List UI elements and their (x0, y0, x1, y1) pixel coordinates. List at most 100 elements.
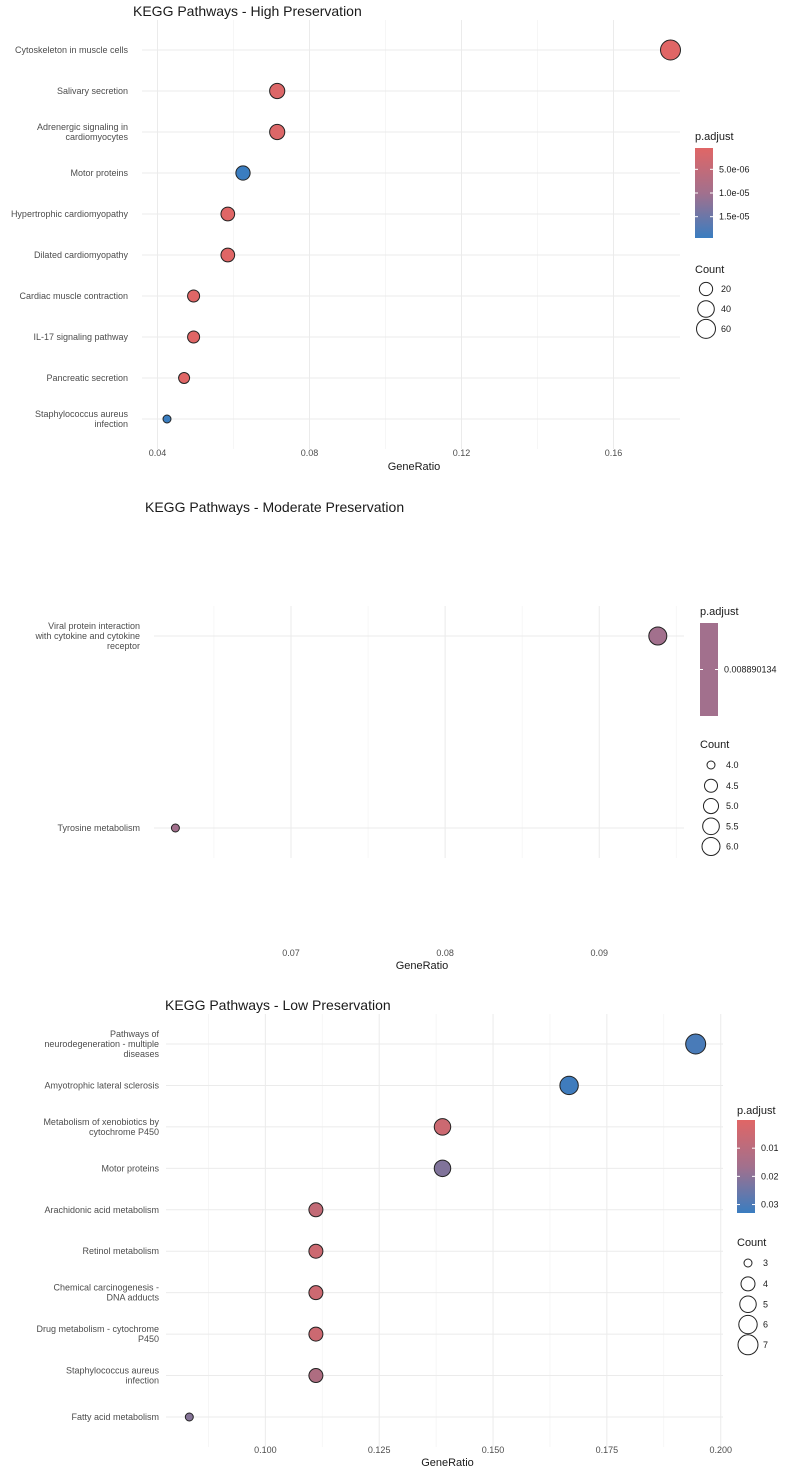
data-point (648, 626, 668, 646)
data-point (433, 1118, 452, 1136)
x-tick-label: 0.12 (453, 448, 471, 458)
x-tick-label: 0.08 (301, 448, 319, 458)
data-point (170, 823, 180, 833)
chart-moderate-preservation: 0.07 0.08 0.09 Viral protein interactionwit… (34, 499, 777, 972)
legend-size-label: 6.0 (726, 842, 739, 852)
data-point (269, 82, 286, 100)
y-category-label: diseases (123, 1049, 159, 1059)
legend-color-label: 0.02 (761, 1171, 779, 1181)
data-point (308, 1202, 324, 1218)
legend-color-label: 0.03 (761, 1200, 779, 1210)
data-point (559, 1075, 579, 1096)
legend-color-title: p.adjust (695, 131, 734, 143)
legend-color-bar (737, 1120, 755, 1213)
chart-panel-moderate-preservation: 0.07 0.08 0.09 Viral protein interaction wit… (0, 478, 792, 976)
legend-size-label: 4.0 (726, 760, 739, 770)
y-category-label: Arachidonic acid metabolism (44, 1205, 159, 1215)
legend-color-label: 0.008890134 (724, 665, 777, 675)
y-category-label: cytochrome P450 (89, 1127, 159, 1137)
y-category-label: Amyotrophic lateral sclerosis (44, 1080, 159, 1090)
y-category-label: DNA adducts (106, 1293, 159, 1303)
legend-size-label: 3 (763, 1258, 768, 1268)
x-tick-label: 0.125 (368, 1445, 391, 1455)
legend-size-title: Count (700, 739, 729, 751)
legend-size-label: 4 (763, 1279, 768, 1289)
y-category-label: Dilated cardiomyopathy (34, 250, 129, 260)
data-point (220, 247, 236, 263)
y-category-label: Retinol metabolism (82, 1246, 159, 1256)
y-category-label: Adrenergic signaling in (37, 122, 128, 132)
data-point (187, 289, 201, 303)
x-tick-label: 0.150 (482, 1445, 505, 1455)
legend-size-circle (696, 318, 716, 339)
y-category-label: P450 (138, 1334, 159, 1344)
legend-size-label: 40 (721, 304, 731, 314)
chart-low-preservation: 0.100 0.125 0.150 0.175 0.200 Pathways ofneur… (36, 997, 779, 1469)
data-point (269, 123, 286, 141)
legend-color-bar (700, 623, 718, 716)
legend-size-circle (697, 300, 715, 318)
x-tick-label: 0.100 (254, 1445, 277, 1455)
legend-color-title: p.adjust (700, 606, 739, 618)
legend-color-label: 1.5e-05 (719, 212, 750, 222)
data-point (184, 1412, 194, 1422)
legend-size-circle (740, 1276, 756, 1292)
legend-size-label: 6 (763, 1320, 768, 1330)
y-category-label: Chemical carcinogenesis - (53, 1283, 159, 1293)
y-category-label: Drug metabolism - cytochrome (36, 1324, 159, 1334)
data-point (178, 371, 191, 385)
legend-size-label: 7 (763, 1340, 768, 1350)
data-point (187, 330, 201, 344)
y-category-label: Motor proteins (70, 168, 128, 178)
data-point (433, 1159, 452, 1178)
x-tick-label: 0.200 (709, 1445, 732, 1455)
y-category-label: Pathways of (110, 1029, 160, 1039)
x-tick-label: 0.16 (605, 448, 623, 458)
legend-color-label: 0.01 (761, 1143, 779, 1153)
data-point (308, 1243, 324, 1259)
y-category-label: infection (94, 419, 128, 429)
legend-size-circle (701, 837, 721, 856)
legend-size-circle (702, 798, 720, 815)
data-point (220, 206, 236, 222)
legend-color-label: 1.0e-05 (719, 188, 750, 198)
x-axis-title: GeneRatio (388, 461, 441, 473)
legend-size-circle (706, 760, 716, 770)
chart-title: KEGG Pathways - High Preservation (133, 3, 362, 19)
y-category-label: Salivary secretion (57, 86, 128, 96)
chart-high-preservation: 0.04 0.08 0.12 0.16 Cytoskeleton in muscle c… (11, 3, 750, 473)
legend-size-label: 60 (721, 324, 731, 334)
legend-size-circle (702, 817, 720, 836)
data-point (660, 39, 681, 61)
x-tick-label: 0.09 (590, 948, 608, 958)
legend-color-bar (695, 148, 713, 238)
data-point (308, 1285, 324, 1301)
chart-title: KEGG Pathways - Low Preservation (165, 997, 391, 1013)
data-point (308, 1368, 324, 1384)
x-axis-title: GeneRatio (396, 960, 449, 972)
y-category-label: Pancreatic secretion (46, 373, 128, 383)
legend-size-label: 20 (721, 284, 731, 294)
y-category-label: Staphylococcus aureus (35, 409, 129, 419)
y-category-label: Hypertrophic cardiomyopathy (11, 209, 129, 219)
legend-size-label: 4.5 (726, 781, 739, 791)
data-point (308, 1326, 324, 1342)
x-tick-label: 0.07 (282, 948, 300, 958)
legend-color-label: 5.0e-06 (719, 164, 750, 174)
legend-size-circle (739, 1295, 757, 1314)
y-category-label: cardiomyocytes (65, 132, 128, 142)
legend-size-circle (704, 778, 718, 793)
legend-color-title: p.adjust (737, 1105, 776, 1117)
legend-size-label: 5.0 (726, 801, 739, 811)
y-category-label: IL-17 signaling pathway (33, 332, 128, 342)
legend-size-circle (743, 1258, 753, 1268)
y-category-label: Metabolism of xenobiotics by (43, 1117, 159, 1127)
legend-size-circle (738, 1314, 758, 1335)
chart-panel-low-preservation: 0.100 0.125 0.150 0.175 0.200 Pathways of neur… (0, 976, 792, 1476)
legend-size-title: Count (737, 1237, 766, 1249)
y-category-label: neurodegeneration - multiple (44, 1039, 159, 1049)
legend-size-circle (737, 1334, 759, 1356)
x-tick-label: 0.04 (149, 448, 167, 458)
chart-panel-high-preservation: 0.04 0.08 0.12 0.16 Cytoskeleton in muscle c… (0, 0, 792, 478)
y-category-label: Motor proteins (101, 1163, 159, 1173)
